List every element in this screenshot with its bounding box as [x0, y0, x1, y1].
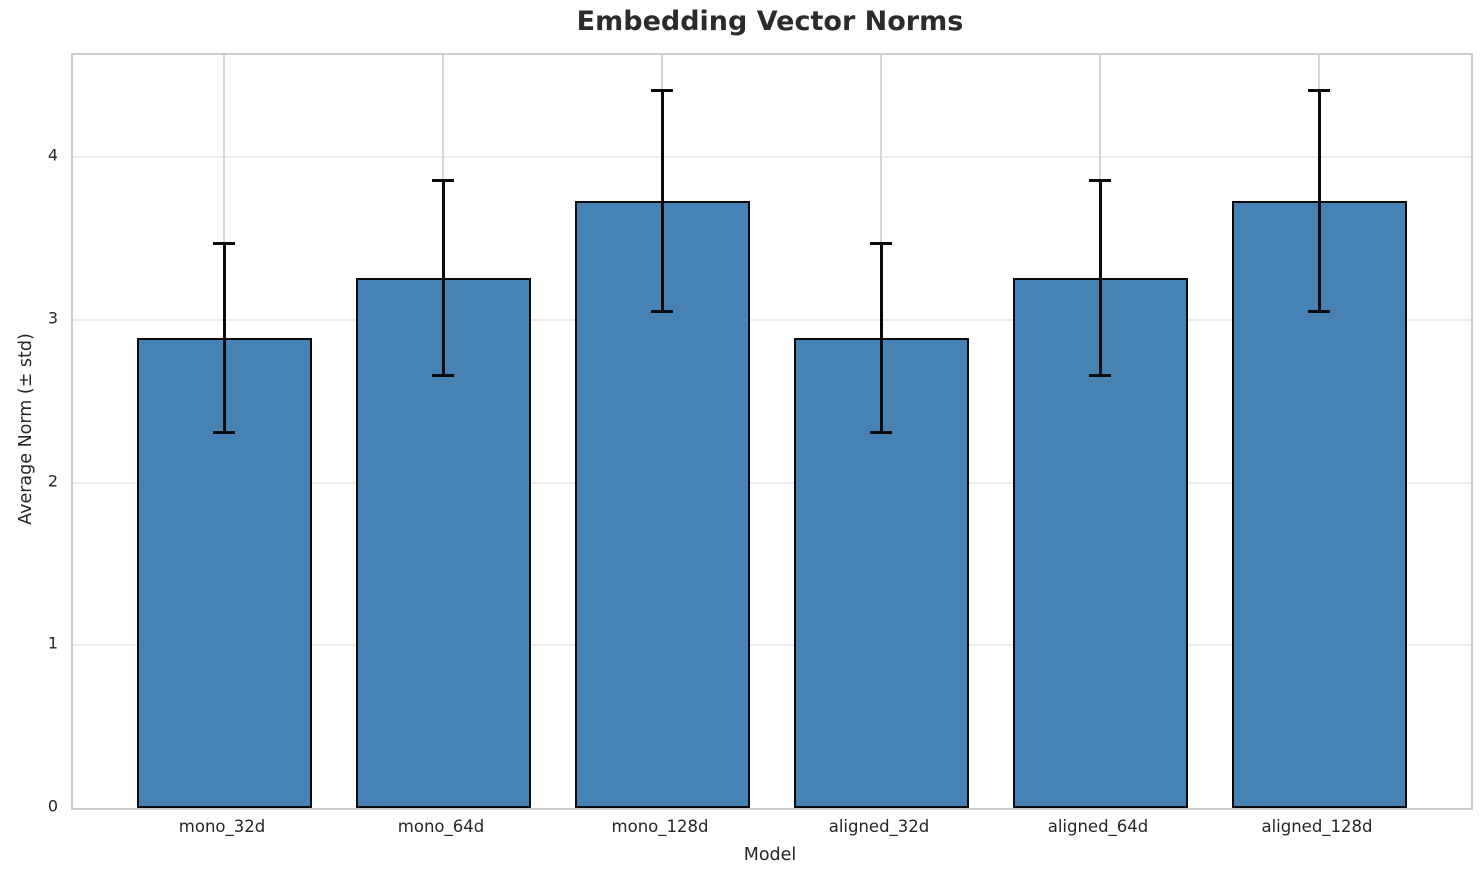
- error-bar-cap-top: [1089, 178, 1111, 182]
- y-tick-label: 2: [47, 471, 58, 491]
- y-tick-label: 1: [47, 633, 58, 653]
- x-axis-label: Model: [743, 845, 797, 865]
- y-tick-label: 4: [47, 145, 58, 165]
- gridline-horizontal: [73, 644, 1471, 647]
- gridline-horizontal: [73, 481, 1471, 484]
- gridline-horizontal: [73, 319, 1471, 322]
- y-tick-label: 3: [47, 308, 58, 328]
- error-bar-cap-bottom: [1308, 310, 1330, 314]
- bar-aligned_32d: [793, 337, 969, 808]
- error-bar-cap-bottom: [213, 430, 235, 434]
- x-tick-label-mono_64d: mono_64d: [397, 817, 485, 836]
- error-bar-cap-bottom: [651, 310, 673, 314]
- error-bar-line: [1098, 180, 1102, 376]
- error-bar-cap-top: [432, 178, 454, 182]
- chart-title: Embedding Vector Norms: [576, 6, 964, 37]
- gridline-horizontal: [73, 156, 1471, 159]
- error-bar-cap-top: [1308, 89, 1330, 93]
- error-bar-line: [879, 243, 883, 433]
- error-bar-cap-bottom: [870, 430, 892, 434]
- x-tick-label-aligned_128d: aligned_128d: [1261, 817, 1373, 836]
- x-tick-label-aligned_32d: aligned_32d: [828, 817, 930, 836]
- error-bar-cap-top: [651, 89, 673, 93]
- plot-area: [71, 53, 1473, 810]
- error-bar-cap-top: [870, 242, 892, 246]
- x-tick-label-aligned_64d: aligned_64d: [1047, 817, 1149, 836]
- error-bar-line: [660, 90, 664, 312]
- x-tick-label-mono_128d: mono_128d: [611, 817, 709, 836]
- error-bar-line: [222, 243, 226, 433]
- error-bar-cap-bottom: [432, 373, 454, 377]
- error-bar-cap-bottom: [1089, 373, 1111, 377]
- bar-aligned_128d: [1231, 201, 1407, 808]
- error-bar-cap-top: [213, 242, 235, 246]
- y-tick-label: 0: [47, 796, 58, 816]
- error-bar-line: [1317, 90, 1321, 312]
- y-axis-label: Average Norm (± std): [16, 333, 36, 525]
- x-tick-label-mono_32d: mono_32d: [178, 817, 266, 836]
- error-bar-line: [441, 180, 445, 376]
